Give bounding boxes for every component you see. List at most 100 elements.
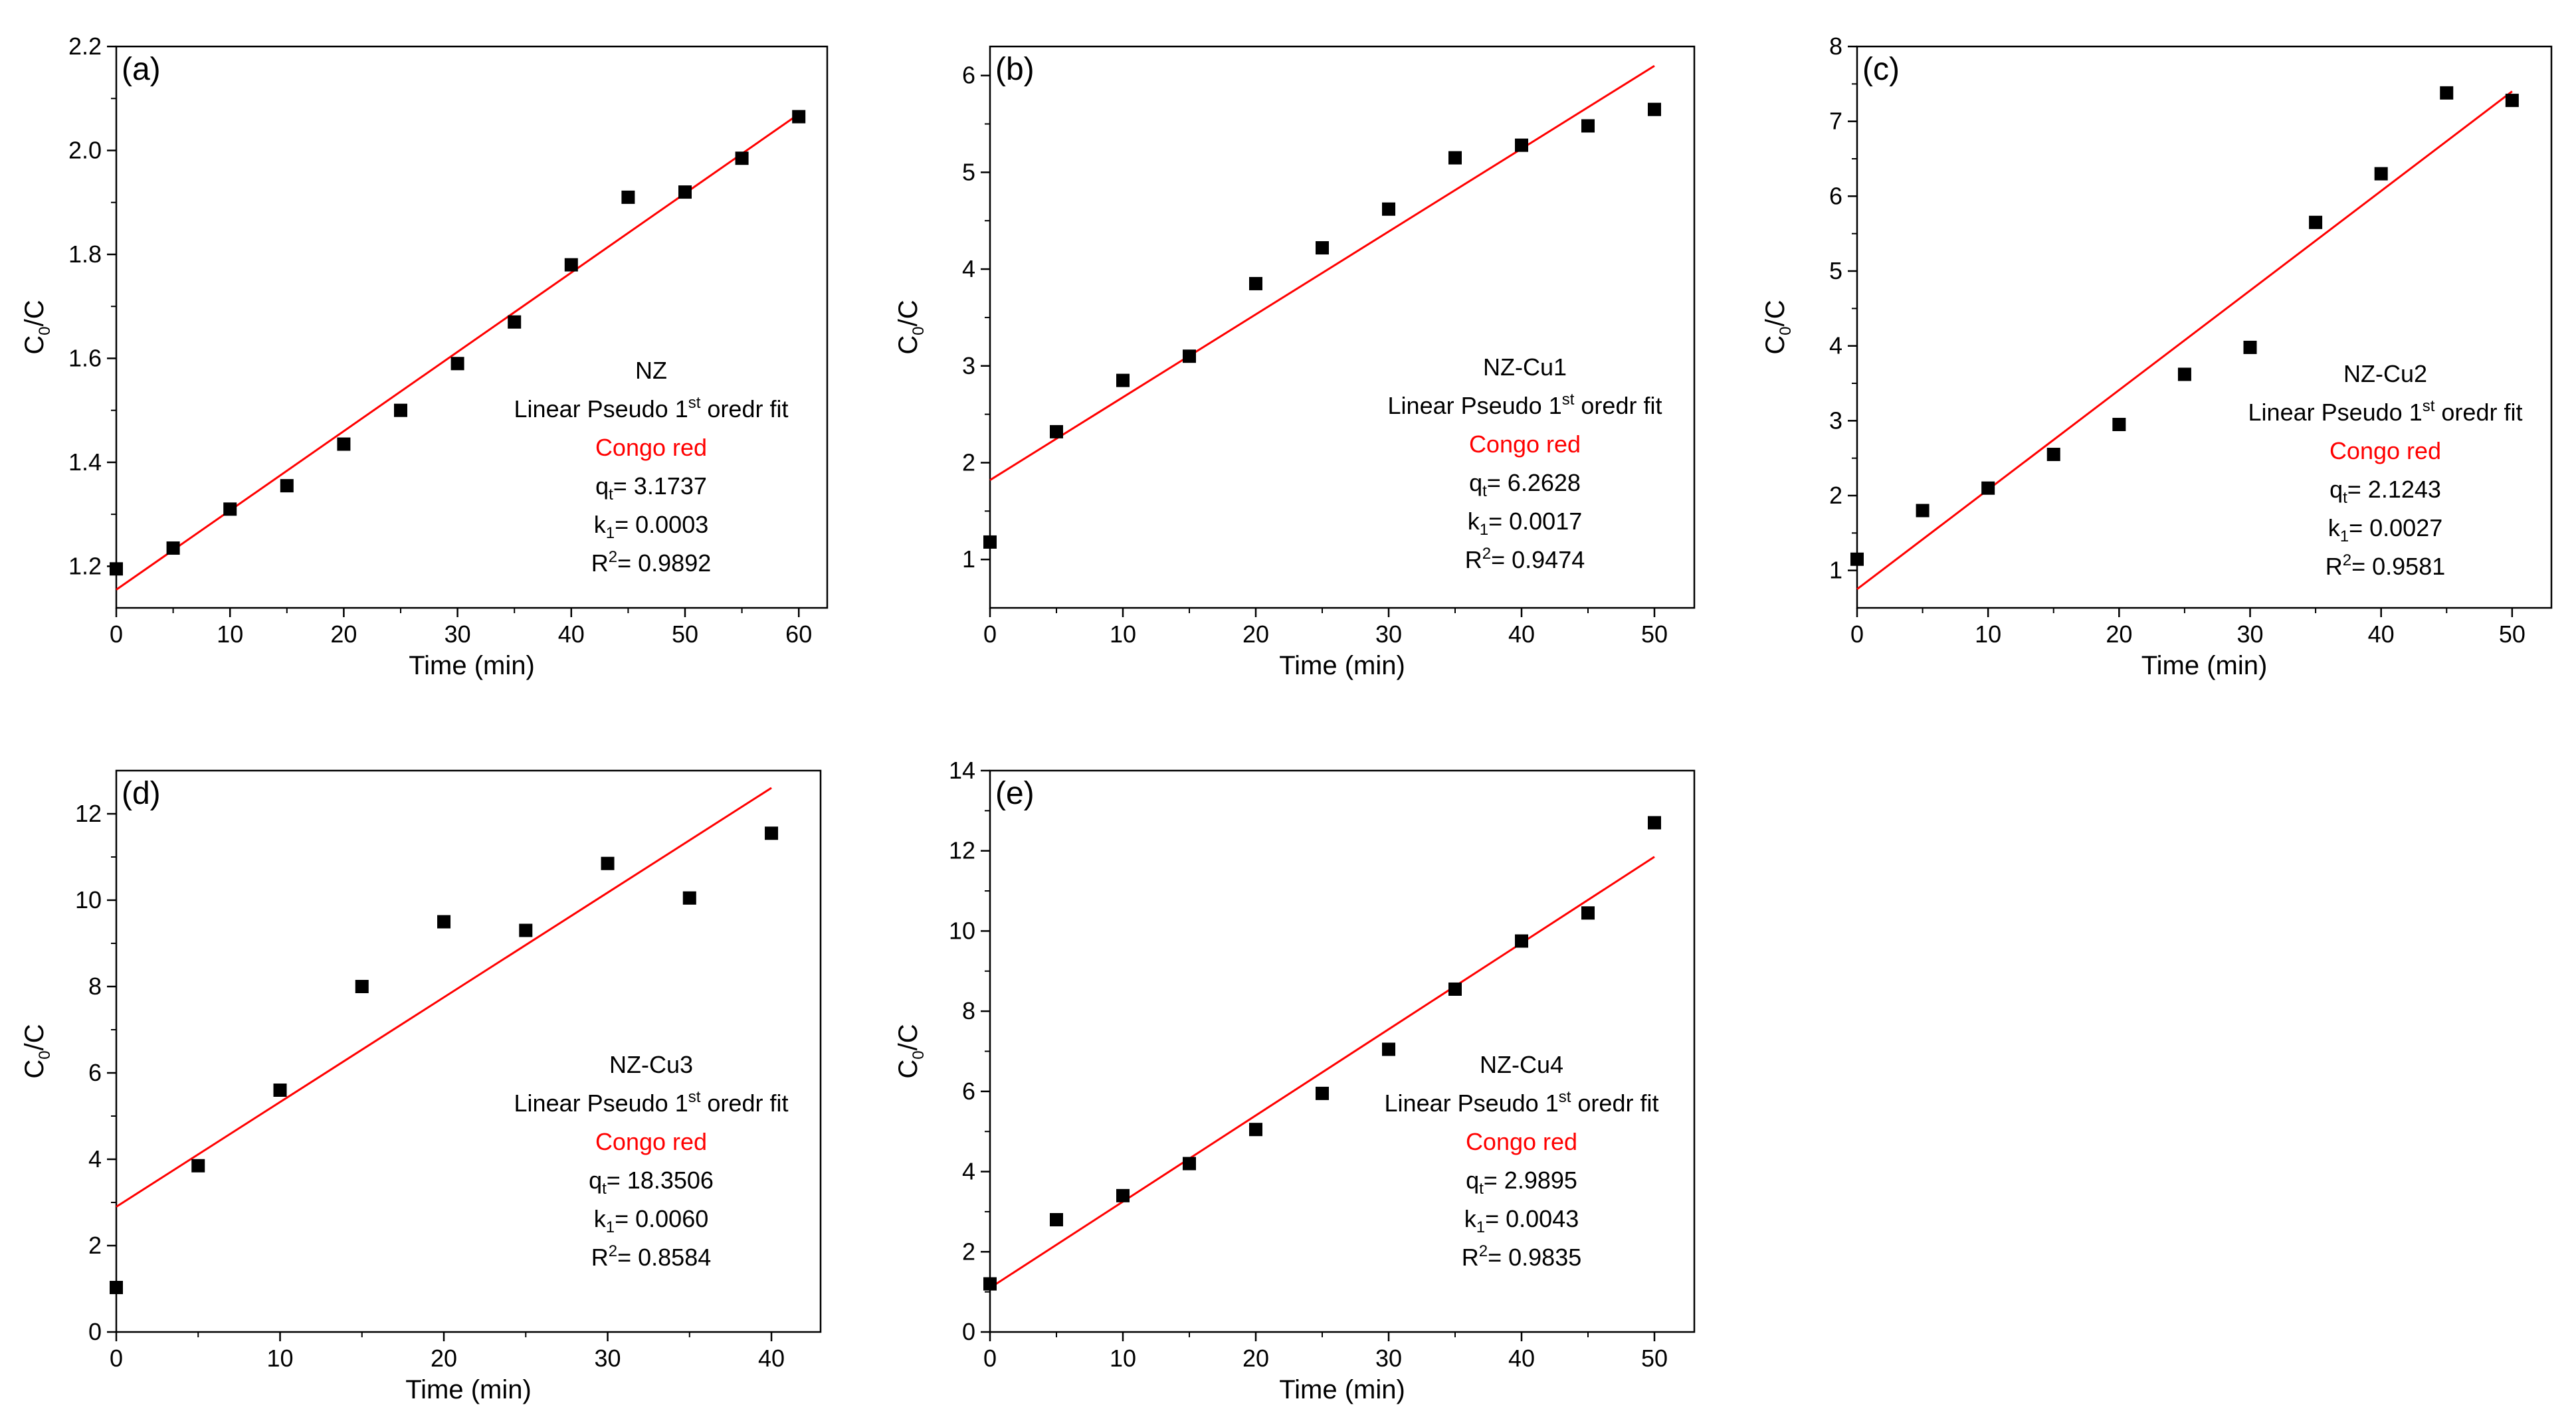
r2-value: R2= 0.9581 <box>2326 551 2446 580</box>
y-axis-title: C0/C <box>20 1024 54 1078</box>
fit-label: Linear Pseudo 1st oredr fit <box>514 394 789 423</box>
data-point <box>2112 417 2126 431</box>
y-tick-label: 1.6 <box>68 344 102 371</box>
y-tick-label: 6 <box>1829 182 1842 209</box>
data-point <box>1515 138 1528 152</box>
y-tick-label: 1 <box>1829 557 1842 584</box>
plot-frame <box>115 45 829 609</box>
data-point <box>1448 151 1462 165</box>
y-tick-label: 6 <box>962 62 975 89</box>
y-tick-label: 8 <box>88 973 102 1000</box>
qt-value: qt= 2.1243 <box>2329 476 2441 507</box>
r2-value: R2= 0.9474 <box>1465 545 1585 573</box>
y-tick-label: 14 <box>949 757 975 784</box>
k1-value: k1= 0.0060 <box>594 1205 709 1236</box>
y-tick-label: 2 <box>1829 482 1842 509</box>
data-point <box>2309 215 2323 229</box>
x-tick-label: 10 <box>266 1345 293 1372</box>
data-point <box>1249 1123 1262 1137</box>
k1-value: k1= 0.0003 <box>594 511 709 542</box>
data-point <box>1116 1188 1130 1202</box>
data-point <box>450 357 464 371</box>
dye-label: Congo red <box>2329 437 2441 464</box>
y-tick-label: 2 <box>962 1238 975 1265</box>
data-point <box>437 915 451 929</box>
x-tick-label: 30 <box>1375 1345 1402 1372</box>
x-tick-label: 60 <box>785 620 812 648</box>
x-tick-label: 20 <box>431 1345 457 1372</box>
data-point <box>110 562 123 576</box>
x-tick-label: 10 <box>217 620 243 648</box>
data-point <box>1116 373 1130 387</box>
data-point <box>2046 448 2060 462</box>
data-point <box>2505 94 2519 108</box>
data-point <box>394 403 407 417</box>
data-point <box>735 151 749 165</box>
x-tick-label: 50 <box>2499 620 2526 648</box>
fit-label: Linear Pseudo 1st oredr fit <box>1388 391 1662 419</box>
x-tick-label: 40 <box>558 620 585 648</box>
data-point <box>792 110 806 124</box>
data-point <box>1316 1086 1329 1100</box>
y-axis-title: C0/C <box>1761 300 1795 354</box>
data-point <box>2440 86 2454 100</box>
data-point <box>1648 816 1661 830</box>
y-axis-title: C0/C <box>894 300 928 354</box>
plot-frame <box>1856 45 2553 609</box>
x-tick-label: 0 <box>983 1345 997 1372</box>
x-tick-label: 20 <box>2106 620 2132 648</box>
y-tick-label: 10 <box>75 886 102 913</box>
data-point <box>678 185 692 199</box>
plot-frame <box>989 769 1696 1333</box>
fit-label: Linear Pseudo 1st oredr fit <box>1385 1088 1659 1117</box>
r2-value: R2= 0.9892 <box>591 548 712 577</box>
x-axis-title: Time (min) <box>409 651 535 680</box>
panel-label: (a) <box>122 52 161 87</box>
panel-label: (c) <box>1862 52 1900 87</box>
x-tick-label: 40 <box>1508 1345 1535 1372</box>
data-point <box>1515 934 1528 948</box>
y-tick-label: 1 <box>962 545 975 573</box>
y-tick-label: 0 <box>88 1318 102 1345</box>
fit-line <box>989 64 1655 481</box>
y-tick-label: 5 <box>962 158 975 185</box>
x-tick-label: 40 <box>758 1345 785 1372</box>
y-tick-label: 5 <box>1829 257 1842 284</box>
x-tick-label: 50 <box>1641 620 1668 648</box>
data-point <box>1316 241 1329 255</box>
data-point <box>1850 552 1864 566</box>
sample-name: NZ <box>635 357 667 384</box>
data-point <box>983 1277 997 1291</box>
dye-label: Congo red <box>595 1128 707 1155</box>
data-point <box>1183 1157 1196 1171</box>
data-point <box>1050 425 1063 438</box>
k1-value: k1= 0.0017 <box>1468 508 1583 539</box>
r2-value: R2= 0.8584 <box>591 1242 712 1271</box>
fit-label: Linear Pseudo 1st oredr fit <box>514 1088 789 1117</box>
data-point <box>1648 102 1661 116</box>
qt-value: qt= 3.1737 <box>595 472 707 504</box>
x-tick-label: 30 <box>445 620 471 648</box>
data-point <box>166 541 180 555</box>
fit-line <box>116 787 772 1208</box>
data-point <box>601 856 615 870</box>
data-point <box>564 258 578 272</box>
y-tick-label: 0 <box>962 1318 975 1345</box>
fit-label: Linear Pseudo 1st oredr fit <box>2248 397 2523 426</box>
data-point <box>983 535 997 549</box>
data-point <box>1050 1213 1063 1226</box>
chart-panel: 0 10 20 30 40 0 2 4 6 8 10 12 Time (min) C0/C (d) NZ-Cu… <box>20 769 822 1404</box>
dye-label: Congo red <box>1469 430 1581 458</box>
x-tick-label: 10 <box>1975 620 2001 648</box>
panel-label: (d) <box>122 776 161 811</box>
x-tick-label: 40 <box>2368 620 2395 648</box>
x-tick-label: 10 <box>1110 620 1136 648</box>
x-tick-label: 20 <box>1242 620 1269 648</box>
qt-value: qt= 2.9895 <box>1466 1167 1577 1198</box>
data-point <box>1249 276 1262 290</box>
y-tick-label: 7 <box>1829 108 1842 135</box>
chart-panel: 0 10 20 30 40 50 0 2 4 6 8 10 12 14 Time (min) C0/C (e) N… <box>894 757 1696 1404</box>
y-tick-label: 4 <box>88 1145 102 1173</box>
y-tick-label: 3 <box>1829 407 1842 434</box>
y-tick-label: 2.0 <box>68 136 102 163</box>
